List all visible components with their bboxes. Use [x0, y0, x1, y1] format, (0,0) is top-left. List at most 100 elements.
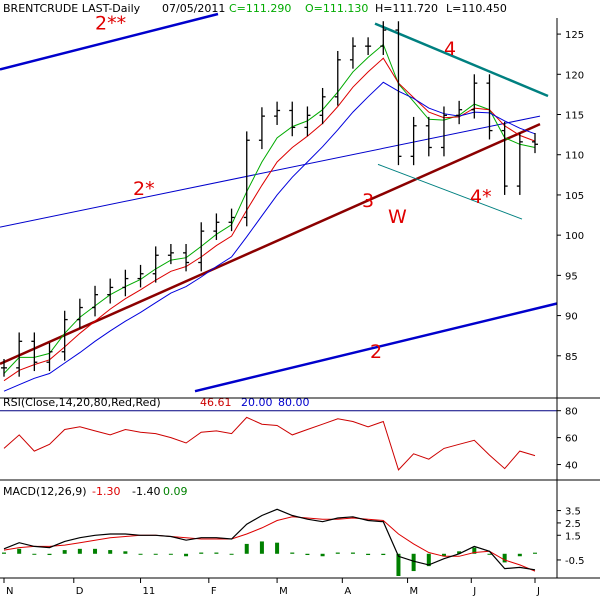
price-y-axis: 85 90 95 100 105 110 115 120 125 [557, 30, 584, 363]
price-y-tick-label: 125 [565, 30, 584, 41]
header-date: 07/05/2011 [162, 2, 225, 15]
price-bar [425, 116, 432, 157]
x-tick-label: J [536, 586, 540, 597]
macd-histogram-bar [199, 552, 204, 554]
macd-histogram-bar [93, 548, 98, 554]
macd-histogram-bar [366, 553, 371, 556]
x-tick-label: M [410, 586, 419, 597]
price-y-tick-label: 85 [565, 352, 578, 363]
macd-histogram-bar [259, 541, 264, 554]
macd-histogram-bar [350, 552, 355, 554]
price-bar [319, 87, 326, 125]
price-bar [410, 116, 417, 166]
macd-histogram-bar [153, 553, 158, 555]
macd-histogram-bar [381, 553, 386, 556]
x-tick-label: N [6, 586, 13, 597]
price-bar [380, 21, 387, 55]
macd-histogram-bar [214, 552, 219, 554]
price-bar [46, 342, 53, 372]
macd-histogram-bar [62, 550, 67, 554]
price-bar [31, 332, 38, 372]
price-bar [304, 106, 311, 137]
rsi-value: 46.61 [200, 396, 232, 409]
price-bar [228, 208, 235, 232]
rsi-y-tick-label: 80 [565, 407, 578, 418]
macd-hist-value: 0.09 [163, 485, 188, 498]
macd-histogram-bar [229, 553, 234, 555]
price-bar [501, 121, 508, 195]
annotation-label: 2** [95, 12, 126, 34]
price-bar [258, 107, 265, 150]
macd-histogram-bar [275, 542, 280, 554]
macd-y-tick-label: 1.5 [565, 531, 581, 542]
trendline-4-star [377, 163, 523, 220]
price-bar [516, 133, 523, 195]
macd-histogram-bar [533, 552, 537, 554]
price-bar [198, 222, 205, 272]
annotation-label: 4 [444, 38, 456, 60]
price-bar [137, 264, 144, 288]
price-bar [334, 50, 341, 106]
trendline-3 [0, 123, 541, 365]
price-y-tick-label: 110 [565, 151, 584, 162]
header-high: H=111.720 [375, 2, 438, 15]
price-bar [107, 278, 114, 304]
macd-histogram-bar [17, 548, 22, 554]
price-bar [532, 133, 538, 154]
price-bar [213, 213, 220, 240]
macd-histogram-bar [457, 551, 462, 554]
ma-slow-line [3, 81, 536, 392]
macd-y-axis: -0.5 1.52.53.5 [557, 507, 585, 567]
price-bar [16, 332, 23, 377]
price-bar [365, 37, 372, 55]
macd-histogram-bar [472, 547, 477, 554]
price-bar [274, 101, 281, 125]
x-tick-label: M [279, 586, 288, 597]
x-tick-label: F [211, 586, 217, 597]
macd-signal-line [3, 516, 536, 572]
price-bar [395, 21, 402, 166]
trendline-2-star [0, 115, 541, 228]
macd-histogram-bar [411, 553, 416, 572]
price-y-tick-label: 120 [565, 70, 584, 81]
macd-histogram-bar [305, 553, 310, 556]
x-tick-label: A [344, 586, 351, 597]
x-tick-label: J [472, 586, 476, 597]
price-y-tick-label: 115 [565, 111, 584, 122]
macd-histogram-bar [426, 553, 431, 567]
rsi-y-tick-label: 40 [565, 461, 578, 472]
macd-histogram-bar [184, 553, 189, 557]
price-bar [471, 74, 478, 119]
macd-histogram-bar [168, 553, 173, 555]
price-bar [152, 246, 159, 283]
price-bar [243, 131, 250, 227]
trendline-2 [194, 302, 558, 393]
macd-histogram-bar [123, 551, 128, 554]
rsi-upper-band: 80.00 [278, 396, 310, 409]
macd-histogram-bar [108, 550, 113, 554]
annotation-label: 4* [470, 186, 492, 208]
macd-title: MACD(12,26,9) [3, 485, 87, 498]
macd-signal-value: -1.40 [132, 485, 160, 498]
macd-y-tick-label: 3.5 [565, 507, 581, 518]
rsi-y-axis: 40 60 80 [557, 407, 578, 472]
header-open: O=111.130 [305, 2, 368, 15]
macd-histogram-bar [32, 553, 37, 555]
macd-y-tick-label: -0.5 [565, 556, 585, 567]
rsi-title: RSI(Close,14,20,80,Red,Red) [3, 396, 161, 409]
price-y-tick-label: 95 [565, 271, 578, 282]
macd-value: -1.30 [92, 485, 120, 498]
ma-mid-line [3, 57, 536, 382]
price-bar [167, 243, 174, 265]
macd-line [3, 508, 536, 571]
macd-histogram-bar [290, 552, 295, 554]
macd-histogram-bar [2, 552, 6, 554]
header-low: L=110.450 [446, 2, 507, 15]
price-y-tick-label: 100 [565, 231, 584, 242]
macd-histogram-bar [517, 553, 522, 557]
rsi-line [3, 416, 536, 471]
price-bar [440, 106, 447, 157]
macd-histogram-bar [335, 552, 340, 554]
macd-histogram-bar [77, 548, 82, 554]
